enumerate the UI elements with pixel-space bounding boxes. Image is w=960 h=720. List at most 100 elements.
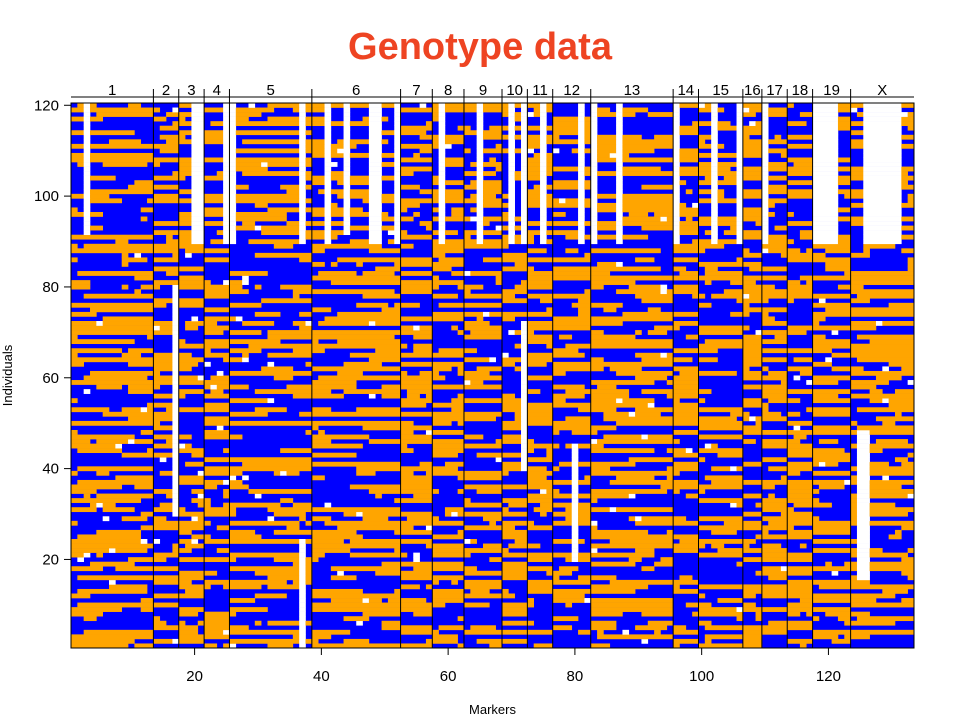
genotype-cell-bb: [578, 511, 592, 517]
genotype-cell-bb: [787, 602, 813, 608]
genotype-cell-missing: [540, 202, 547, 208]
genotype-cell-bb: [793, 434, 807, 440]
genotype-cell-missing: [578, 139, 585, 145]
genotype-cell-missing: [368, 148, 382, 154]
genotype-cell-bb: [489, 157, 496, 163]
genotype-cell-bb: [502, 461, 522, 467]
genotype-cell-bb: [552, 348, 579, 354]
genotype-cell-bb: [400, 198, 439, 204]
genotype-cell-missing: [812, 130, 839, 136]
genotype-cell-missing: [540, 166, 547, 172]
genotype-cell-bb: [742, 493, 763, 499]
genotype-cell-bb: [673, 548, 699, 553]
genotype-cell-bb: [768, 398, 801, 404]
genotype-cell-missing: [711, 148, 718, 154]
genotype-cell-missing: [172, 302, 180, 308]
genotype-cell-bb: [178, 130, 192, 136]
genotype-cell-missing: [736, 239, 744, 245]
genotype-cell-missing: [578, 103, 585, 108]
genotype-cell-bb: [533, 112, 541, 117]
genotype-cell-bb: [178, 529, 192, 535]
genotype-cell-bb: [121, 407, 142, 413]
genotype-cell-missing: [812, 139, 839, 145]
genotype-cell-missing: [508, 139, 515, 145]
genotype-cell-missing: [172, 638, 180, 644]
genotype-cell-missing: [590, 548, 598, 553]
genotype-cell-bb: [400, 216, 414, 222]
genotype-cell-bb: [787, 452, 851, 458]
genotype-cell-missing: [736, 162, 744, 167]
genotype-cell-missing: [172, 457, 180, 463]
genotype-cell-bb: [375, 348, 401, 354]
genotype-cell-missing: [223, 479, 230, 485]
genotype-cell-missing: [616, 143, 623, 149]
genotype-cell-bb: [349, 552, 408, 558]
genotype-cell-missing: [761, 202, 769, 208]
genotype-cell-bb: [102, 316, 154, 322]
genotype-cell-bb: [590, 525, 598, 531]
genotype-cell-bb: [654, 134, 674, 140]
genotype-cell-missing: [571, 529, 579, 535]
genotype-cell-bb: [578, 311, 592, 317]
genotype-cell-bb: [888, 398, 915, 404]
genotype-cell-missing: [863, 234, 902, 240]
genotype-cell-missing: [812, 239, 839, 245]
genotype-cell-missing: [83, 225, 91, 231]
genotype-cell-bb: [742, 252, 763, 258]
genotype-cell-missing: [590, 184, 598, 190]
genotype-cell-missing: [559, 198, 566, 204]
genotype-cell-missing: [83, 143, 91, 149]
genotype-cell-bb: [432, 116, 439, 122]
genotype-cell-missing: [578, 212, 585, 217]
genotype-cell-bb: [825, 561, 832, 567]
genotype-cell-bb: [514, 330, 522, 335]
genotype-cell-bb: [742, 139, 763, 145]
genotype-cell-bb: [311, 434, 370, 440]
genotype-cell-missing: [736, 175, 744, 181]
genotype-cell-missing: [590, 121, 598, 127]
genotype-cell-bb: [698, 498, 744, 503]
genotype-cell-missing: [172, 361, 180, 367]
genotype-cell-missing: [356, 620, 363, 626]
genotype-cell-missing: [521, 121, 528, 127]
genotype-cell-missing: [673, 198, 680, 204]
genotype-cell-bb: [489, 643, 503, 649]
genotype-cell-bb: [185, 248, 230, 254]
genotype-cell-missing: [102, 516, 110, 522]
genotype-cell-bb: [730, 225, 737, 231]
genotype-cell-bb: [552, 625, 573, 631]
genotype-cell-missing: [438, 175, 446, 181]
genotype-cell-bb: [812, 343, 915, 349]
genotype-cell-bb: [153, 520, 211, 526]
genotype-cell-missing: [578, 143, 585, 149]
genotype-cell-missing: [324, 225, 332, 231]
genotype-cell-bb: [704, 230, 712, 236]
genotype-cell-bb: [254, 389, 332, 394]
genotype-cell-bb: [850, 575, 858, 581]
genotype-cell-missing: [571, 534, 579, 540]
genotype-cell-bb: [305, 162, 313, 167]
genotype-cell-bb: [742, 166, 763, 172]
genotype-cell-bb: [698, 457, 706, 463]
genotype-cell-bb: [856, 334, 915, 340]
genotype-cell-bb: [457, 529, 465, 535]
genotype-cell-bb: [673, 348, 718, 354]
genotype-cell-missing: [299, 143, 306, 149]
genotype-cell-bb: [647, 330, 668, 335]
genotype-cell-missing: [438, 148, 446, 154]
genotype-cell-missing: [825, 357, 832, 363]
genotype-cell-bb: [787, 298, 794, 304]
genotype-cell-bb: [502, 529, 528, 535]
genotype-cell-missing: [818, 461, 826, 467]
genotype-cell-bb: [204, 107, 224, 113]
genotype-cell-missing: [83, 189, 91, 195]
genotype-cell-bb: [850, 552, 858, 558]
genotype-cell-bb: [635, 411, 661, 417]
genotype-cell-bb: [444, 157, 465, 163]
genotype-cell-bb: [71, 498, 142, 503]
genotype-cell-missing: [736, 139, 744, 145]
genotype-cell-bb: [121, 284, 129, 290]
genotype-cell-missing: [521, 434, 528, 440]
genotype-cell-bb: [787, 121, 807, 127]
